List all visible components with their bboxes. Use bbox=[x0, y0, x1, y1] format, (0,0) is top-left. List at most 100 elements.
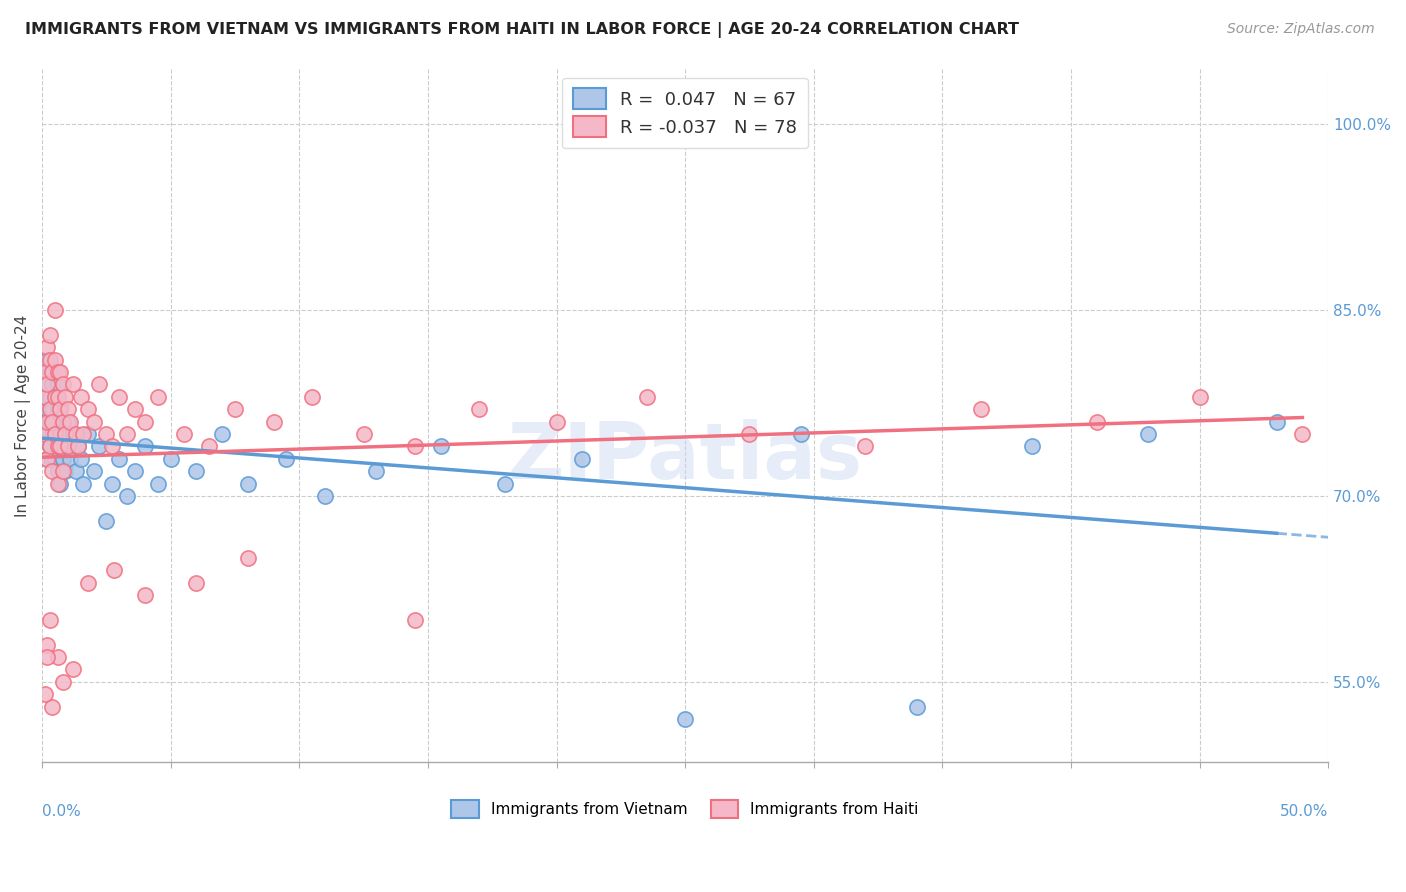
Point bbox=[37, 427, 59, 442]
Point bbox=[853, 440, 876, 454]
Point bbox=[37, 340, 59, 354]
Point bbox=[52, 440, 75, 454]
Point bbox=[41, 365, 63, 379]
Point bbox=[301, 390, 323, 404]
Point bbox=[59, 415, 82, 429]
Text: 50.0%: 50.0% bbox=[1279, 804, 1329, 819]
Point bbox=[790, 427, 813, 442]
Point bbox=[146, 390, 169, 404]
Point bbox=[37, 402, 59, 417]
Point bbox=[77, 427, 100, 442]
Point bbox=[44, 352, 66, 367]
Point bbox=[44, 415, 66, 429]
Text: 0.0%: 0.0% bbox=[42, 804, 82, 819]
Point bbox=[49, 402, 72, 417]
Point bbox=[494, 476, 516, 491]
Point bbox=[49, 365, 72, 379]
Point bbox=[41, 699, 63, 714]
Point bbox=[636, 390, 658, 404]
Point bbox=[41, 415, 63, 429]
Point bbox=[67, 440, 90, 454]
Point bbox=[546, 415, 568, 429]
Point bbox=[96, 514, 118, 528]
Point bbox=[72, 476, 94, 491]
Point bbox=[67, 440, 90, 454]
Point bbox=[38, 390, 60, 404]
Point bbox=[429, 440, 451, 454]
Point bbox=[83, 464, 105, 478]
Point bbox=[37, 650, 59, 665]
Point bbox=[56, 415, 79, 429]
Point bbox=[211, 427, 233, 442]
Point bbox=[53, 427, 76, 442]
Point bbox=[38, 613, 60, 627]
Point bbox=[41, 427, 63, 442]
Point bbox=[198, 440, 221, 454]
Point bbox=[404, 440, 426, 454]
Point bbox=[44, 303, 66, 318]
Point bbox=[77, 402, 100, 417]
Point bbox=[905, 699, 928, 714]
Point bbox=[52, 451, 75, 466]
Point bbox=[62, 427, 84, 442]
Point bbox=[146, 476, 169, 491]
Point bbox=[224, 402, 246, 417]
Point bbox=[56, 440, 79, 454]
Point bbox=[186, 464, 208, 478]
Point bbox=[366, 464, 388, 478]
Point bbox=[314, 489, 336, 503]
Point bbox=[34, 415, 56, 429]
Point bbox=[34, 390, 56, 404]
Point bbox=[738, 427, 761, 442]
Point bbox=[37, 352, 59, 367]
Point bbox=[37, 638, 59, 652]
Point bbox=[38, 440, 60, 454]
Point bbox=[44, 427, 66, 442]
Point bbox=[69, 451, 91, 466]
Point bbox=[37, 451, 59, 466]
Point bbox=[468, 402, 491, 417]
Point bbox=[46, 390, 69, 404]
Point bbox=[100, 440, 122, 454]
Text: Source: ZipAtlas.com: Source: ZipAtlas.com bbox=[1227, 22, 1375, 37]
Text: IMMIGRANTS FROM VIETNAM VS IMMIGRANTS FROM HAITI IN LABOR FORCE | AGE 20-24 CORR: IMMIGRANTS FROM VIETNAM VS IMMIGRANTS FR… bbox=[25, 22, 1019, 38]
Point bbox=[44, 427, 66, 442]
Point bbox=[1137, 427, 1160, 442]
Y-axis label: In Labor Force | Age 20-24: In Labor Force | Age 20-24 bbox=[15, 314, 31, 516]
Point bbox=[49, 427, 72, 442]
Point bbox=[1265, 415, 1288, 429]
Point bbox=[353, 427, 375, 442]
Point bbox=[404, 613, 426, 627]
Point bbox=[52, 415, 75, 429]
Point bbox=[69, 390, 91, 404]
Legend: Immigrants from Vietnam, Immigrants from Haiti: Immigrants from Vietnam, Immigrants from… bbox=[446, 794, 925, 824]
Point bbox=[34, 427, 56, 442]
Point bbox=[37, 451, 59, 466]
Point bbox=[46, 377, 69, 392]
Point bbox=[173, 427, 195, 442]
Point bbox=[52, 377, 75, 392]
Point bbox=[37, 415, 59, 429]
Point bbox=[53, 464, 76, 478]
Point bbox=[41, 451, 63, 466]
Point bbox=[673, 712, 696, 726]
Text: ZIPatlas: ZIPatlas bbox=[508, 419, 863, 495]
Point bbox=[159, 451, 181, 466]
Point bbox=[34, 402, 56, 417]
Point bbox=[134, 440, 156, 454]
Point bbox=[46, 476, 69, 491]
Point bbox=[59, 451, 82, 466]
Point bbox=[1188, 390, 1211, 404]
Point bbox=[52, 415, 75, 429]
Point bbox=[100, 476, 122, 491]
Point bbox=[46, 440, 69, 454]
Point bbox=[44, 390, 66, 404]
Point bbox=[108, 451, 131, 466]
Point bbox=[62, 377, 84, 392]
Point bbox=[72, 427, 94, 442]
Point bbox=[571, 451, 593, 466]
Point bbox=[46, 464, 69, 478]
Point bbox=[52, 674, 75, 689]
Point bbox=[38, 327, 60, 342]
Point bbox=[1291, 427, 1313, 442]
